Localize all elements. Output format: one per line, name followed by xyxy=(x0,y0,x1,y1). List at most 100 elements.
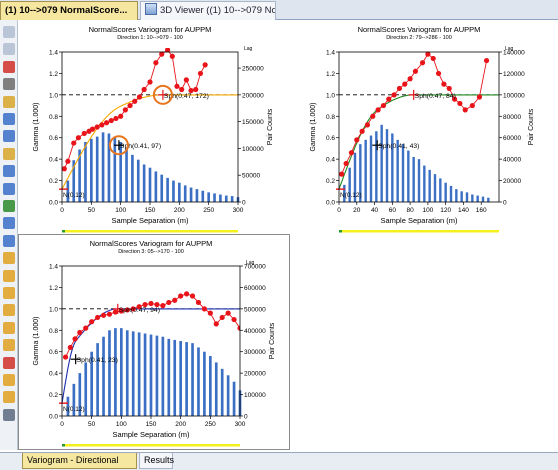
axis-icon[interactable] xyxy=(3,304,15,317)
experimental-point[interactable] xyxy=(127,102,133,109)
experimental-point[interactable] xyxy=(231,316,237,323)
experimental-point[interactable] xyxy=(148,300,154,307)
experimental-point[interactable] xyxy=(108,117,114,124)
zoom-in-icon[interactable] xyxy=(3,113,15,125)
line-icon[interactable] xyxy=(3,408,15,421)
experimental-point[interactable] xyxy=(95,314,101,321)
range-icon[interactable] xyxy=(3,356,15,369)
experimental-point[interactable] xyxy=(100,312,107,318)
experimental-point[interactable] xyxy=(178,293,184,299)
experimental-point[interactable] xyxy=(430,55,436,62)
experimental-point[interactable] xyxy=(174,83,180,89)
tab-variogram-window[interactable]: (1) 10-->079 NormalScore... xyxy=(0,1,138,20)
experimental-point[interactable] xyxy=(446,85,452,92)
experimental-point[interactable] xyxy=(425,51,431,57)
experimental-point[interactable] xyxy=(193,86,199,93)
experimental-point[interactable] xyxy=(169,53,175,59)
experimental-point[interactable] xyxy=(370,113,376,119)
experimental-point[interactable] xyxy=(339,171,345,177)
experimental-point[interactable] xyxy=(354,137,360,143)
experimental-point[interactable] xyxy=(159,51,165,57)
experimental-point[interactable] xyxy=(197,70,204,77)
experimental-point[interactable] xyxy=(483,57,490,64)
experimental-point[interactable] xyxy=(412,68,419,74)
tab-3d-viewer[interactable]: 3D Viewer ((1) 10-->079 Nor... xyxy=(140,1,276,20)
experimental-point[interactable] xyxy=(75,135,82,141)
experimental-point[interactable] xyxy=(435,70,442,77)
experimental-point[interactable] xyxy=(386,96,392,102)
tab-variogram-directional-model[interactable]: Variogram - Directional Model xyxy=(22,453,137,469)
experimental-point[interactable] xyxy=(237,325,242,331)
experimental-point[interactable] xyxy=(67,344,73,351)
variogram-chart-direction-3[interactable]: NormalScores Variogram for AUPPM Directio… xyxy=(20,236,288,448)
bar-chart-icon[interactable] xyxy=(3,287,15,299)
experimental-point[interactable] xyxy=(188,87,194,94)
experimental-point[interactable] xyxy=(402,81,408,87)
experimental-point[interactable] xyxy=(130,306,136,312)
experimental-point[interactable] xyxy=(94,124,100,130)
experimental-point[interactable] xyxy=(202,62,208,68)
experimental-point[interactable] xyxy=(99,122,105,128)
print-icon[interactable] xyxy=(3,147,15,160)
experimental-point[interactable] xyxy=(207,310,213,316)
experimental-point[interactable] xyxy=(136,304,142,310)
experimental-point[interactable] xyxy=(62,166,67,172)
axis-range-handle[interactable] xyxy=(62,230,65,233)
variogram-chart-direction-1[interactable]: NormalScores Variogram for AUPPM Directio… xyxy=(20,22,282,234)
experimental-point[interactable] xyxy=(195,299,202,306)
experimental-point[interactable] xyxy=(419,60,426,66)
experimental-point[interactable] xyxy=(451,96,458,102)
histogram-icon[interactable] xyxy=(3,269,15,282)
experimental-point[interactable] xyxy=(65,158,71,164)
axis-range-strip[interactable] xyxy=(62,444,240,447)
experimental-point[interactable] xyxy=(77,329,83,336)
experimental-point[interactable] xyxy=(476,94,483,100)
experimental-point[interactable] xyxy=(225,310,231,316)
lock-icon[interactable] xyxy=(3,78,15,91)
experimental-point[interactable] xyxy=(141,86,147,93)
experimental-point[interactable] xyxy=(89,126,96,132)
experimental-point[interactable] xyxy=(201,306,207,312)
experimental-point[interactable] xyxy=(83,325,89,331)
axis-range-handle[interactable] xyxy=(339,230,342,233)
experimental-point[interactable] xyxy=(147,79,153,85)
axis-range-strip[interactable] xyxy=(339,230,499,233)
experimental-point[interactable] xyxy=(213,321,219,327)
experimental-point[interactable] xyxy=(469,102,475,109)
experimental-point[interactable] xyxy=(166,299,172,306)
experimental-point[interactable] xyxy=(219,314,225,321)
sill-icon[interactable] xyxy=(3,374,15,386)
experimental-point[interactable] xyxy=(122,107,128,113)
experimental-point[interactable] xyxy=(160,303,166,309)
variogram-icon[interactable] xyxy=(3,252,15,265)
experimental-point[interactable] xyxy=(380,102,387,109)
experimental-point[interactable] xyxy=(118,308,124,314)
experimental-point[interactable] xyxy=(391,92,397,98)
experimental-point[interactable] xyxy=(172,297,178,303)
experimental-point[interactable] xyxy=(71,140,77,146)
experimental-point[interactable] xyxy=(103,120,110,126)
open-file-icon[interactable] xyxy=(3,95,15,108)
axis-range-strip[interactable] xyxy=(62,230,238,233)
experimental-point[interactable] xyxy=(359,128,365,134)
edit-icon[interactable] xyxy=(3,217,15,230)
experimental-point[interactable] xyxy=(142,301,148,308)
experimental-point[interactable] xyxy=(189,293,196,299)
experimental-point[interactable] xyxy=(184,291,190,297)
tab-results[interactable]: Results xyxy=(139,453,174,469)
experimental-point[interactable] xyxy=(462,107,468,113)
axis-range-handle[interactable] xyxy=(62,444,65,447)
dots-icon[interactable] xyxy=(3,339,15,352)
experimental-point[interactable] xyxy=(62,354,69,360)
experimental-point[interactable] xyxy=(132,98,138,104)
experimental-point[interactable] xyxy=(407,76,413,82)
scale-icon[interactable] xyxy=(3,321,15,334)
experimental-point[interactable] xyxy=(183,77,189,83)
variogram-chart-direction-2[interactable]: NormalScores Variogram for AUPPM Directio… xyxy=(303,22,553,234)
experimental-point[interactable] xyxy=(154,301,160,308)
grid-icon[interactable] xyxy=(3,165,15,178)
experimental-point[interactable] xyxy=(124,307,130,313)
experimental-point[interactable] xyxy=(364,122,371,128)
delete-icon[interactable] xyxy=(3,60,15,73)
zoom-out-icon[interactable] xyxy=(3,130,15,143)
